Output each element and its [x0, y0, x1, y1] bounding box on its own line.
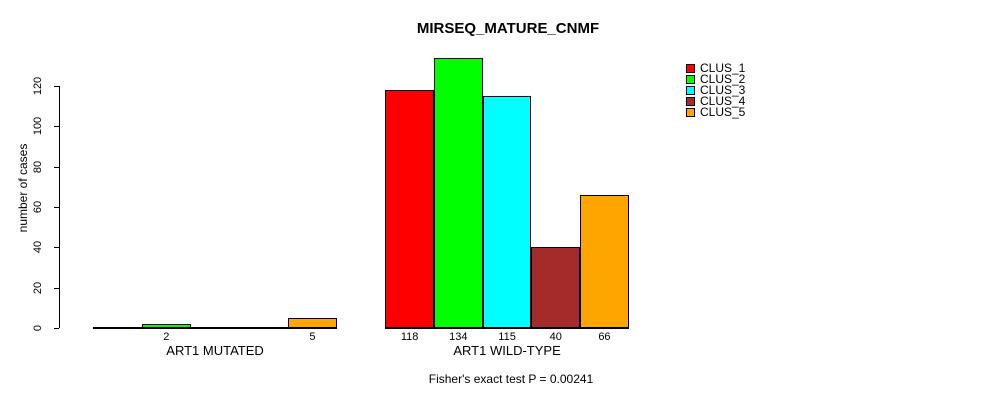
legend: CLUS_1 CLUS_2 CLUS_3 CLUS_4 CLUS_5	[686, 61, 746, 119]
legend-label: CLUS_3	[700, 83, 746, 97]
bar-clus-1-art1-wild-type	[385, 90, 434, 328]
y-axis-tick	[54, 126, 59, 128]
y-axis-tick-label: 0	[32, 324, 44, 332]
group-label-art1-mutated: ART1 MUTATED	[166, 343, 264, 358]
bar-value-label: 118	[400, 331, 419, 343]
legend-label: CLUS_2	[700, 72, 746, 86]
zero-baseline-art1-wild-type	[385, 327, 629, 329]
y-axis-tick	[54, 287, 59, 289]
y-axis-line	[59, 86, 60, 328]
bar-clus-2-art1-wild-type	[434, 57, 483, 328]
y-axis-tick	[54, 86, 59, 87]
y-axis-tick	[54, 328, 59, 329]
bar-value-label: 5	[309, 331, 316, 343]
bar-clus-4-art1-wild-type	[531, 247, 581, 328]
legend-item-clus-5: CLUS_5	[686, 105, 746, 119]
y-axis-tick	[54, 207, 59, 208]
legend-item-clus-1: CLUS_1	[686, 61, 746, 75]
bar-clus-2-art1-mutated	[142, 323, 191, 328]
zero-baseline-art1-mutated	[93, 327, 337, 329]
y-axis-tick	[54, 247, 59, 249]
y-axis-tick-label: 40	[32, 241, 44, 254]
y-axis-tick-label: 20	[32, 281, 44, 294]
bar-value-label: 66	[598, 331, 611, 343]
bar-value-label: 134	[449, 331, 468, 343]
bar-clus-3-art1-wild-type	[482, 96, 532, 328]
bar-clus-5-art1-wild-type	[580, 194, 629, 328]
y-axis-tick	[54, 166, 59, 168]
y-axis-tick-label: 60	[32, 200, 44, 214]
bar-value-label: 2	[163, 331, 170, 343]
legend-item-clus-3: CLUS_3	[686, 83, 746, 97]
legend-item-clus-2: CLUS_2	[686, 72, 746, 86]
bar-value-label: 40	[549, 331, 562, 343]
y-axis-tick-label: 100	[32, 117, 44, 136]
y-axis-label: number of cases	[16, 143, 30, 233]
legend-swatch-clus-5	[686, 108, 695, 117]
legend-swatch-clus-3	[686, 86, 695, 95]
y-axis-tick-label: 80	[32, 160, 44, 173]
y-axis-tick-label: 120	[32, 76, 44, 96]
legend-label: CLUS_1	[700, 61, 746, 75]
legend-label: CLUS_5	[700, 105, 746, 119]
bar-clus-5-art1-mutated	[288, 317, 337, 328]
legend-swatch-clus-2	[686, 75, 695, 84]
fisher-test-caption: Fisher's exact test P = 0.00241	[428, 372, 594, 386]
legend-label: CLUS_4	[700, 94, 746, 108]
legend-item-clus-4: CLUS_4	[686, 94, 746, 108]
group-label-art1-wild-type: ART1 WILD-TYPE	[453, 343, 561, 358]
chart-title: MIRSEQ_MATURE_CNMF	[416, 20, 600, 37]
bar-value-label: 115	[498, 331, 516, 343]
legend-swatch-clus-4	[686, 97, 695, 106]
legend-swatch-clus-1	[686, 64, 695, 73]
